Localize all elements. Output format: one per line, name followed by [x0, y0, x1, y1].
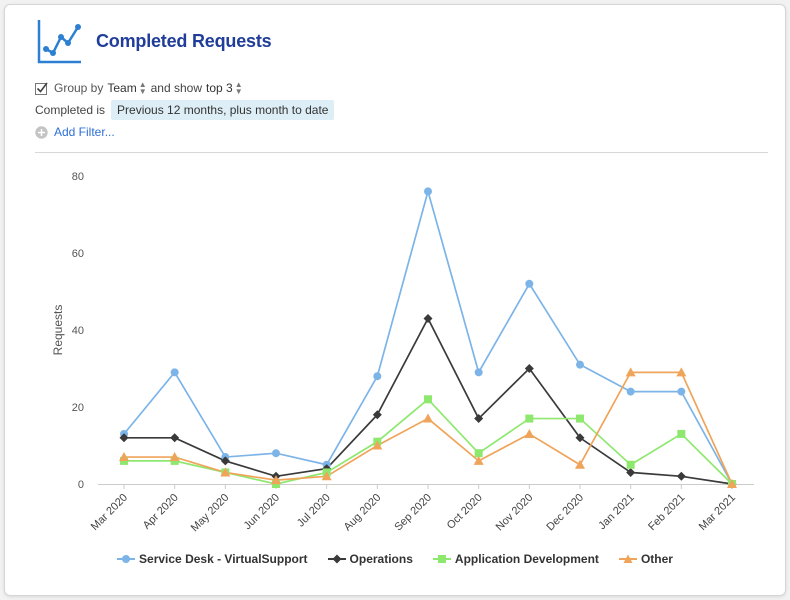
- legend-label: Other: [640, 552, 673, 566]
- data-point: [119, 452, 129, 462]
- checkbox-checked-icon[interactable]: [35, 82, 48, 95]
- data-point: [525, 414, 534, 423]
- data-point: [170, 433, 180, 443]
- legend-label: Application Development: [454, 552, 599, 566]
- data-point: [676, 471, 686, 481]
- group-by-label: Group by: [54, 81, 104, 95]
- line-chart-icon: [37, 20, 81, 64]
- x-tick-label: Aug 2020: [342, 492, 384, 534]
- data-point: [474, 449, 483, 458]
- report-header: Completed Requests: [36, 16, 272, 66]
- data-point: [575, 433, 585, 443]
- data-point: [220, 456, 230, 466]
- top-count-value: top 3: [206, 81, 233, 95]
- report-controls: Group by Team ▲ ▼ and show top 3 ▲ ▼ Compl…: [35, 77, 335, 143]
- legend-marker-icon: [327, 554, 346, 564]
- divider: [35, 152, 768, 153]
- x-tick-label: Sep 2020: [392, 492, 434, 534]
- select-arrows-icon: ▲ ▼: [138, 80, 147, 96]
- data-point: [372, 410, 382, 420]
- series-line: [123, 188, 733, 485]
- data-point: [626, 460, 635, 469]
- x-tick-label: Apr 2020: [141, 492, 181, 532]
- completed-filter-row: Completed is Previous 12 months, plus mo…: [35, 99, 335, 121]
- completed-label: Completed is: [35, 103, 106, 117]
- add-filter-link[interactable]: Add Filter...: [35, 125, 115, 139]
- data-point: [119, 433, 129, 443]
- x-tick-label: Oct 2020: [445, 492, 485, 532]
- y-axis-label: Requests: [51, 305, 65, 356]
- data-point: [626, 387, 635, 396]
- data-point: [576, 360, 584, 369]
- data-point: [676, 367, 687, 377]
- data-point: [524, 428, 535, 438]
- legend-label: Operations: [349, 552, 413, 566]
- x-tick-label: Jun 2020: [242, 492, 282, 532]
- add-filter-label: Add Filter...: [54, 125, 115, 139]
- data-point: [423, 313, 433, 323]
- data-point: [576, 414, 584, 423]
- data-point: [473, 455, 484, 465]
- data-point: [220, 467, 231, 477]
- y-tick-label: 40: [72, 325, 84, 337]
- x-tick-label: Jan 2021: [596, 492, 636, 532]
- x-tick-label: Dec 2020: [544, 492, 586, 534]
- legend-item[interactable]: Operations: [327, 552, 413, 566]
- data-point: [373, 372, 382, 381]
- data-point: [524, 364, 534, 373]
- legend-marker-icon: [618, 554, 637, 563]
- group-by-value: Team: [107, 81, 137, 95]
- data-point: [424, 395, 432, 404]
- data-point: [626, 467, 636, 477]
- series-line: [124, 371, 733, 485]
- x-tick-label: Mar 2020: [89, 492, 130, 533]
- data-point: [271, 475, 281, 485]
- legend-marker-icon: [117, 555, 136, 563]
- legend-item[interactable]: Service Desk - VirtualSupport: [117, 552, 308, 566]
- data-point: [169, 452, 180, 462]
- data-point: [575, 459, 585, 469]
- data-point: [727, 479, 737, 488]
- select-arrows-icon: ▲ ▼: [234, 80, 243, 96]
- legend-marker-icon: [432, 555, 451, 563]
- completed-filter-pill[interactable]: Previous 12 months, plus month to date: [111, 100, 335, 120]
- x-tick-label: Feb 2021: [646, 492, 687, 533]
- data-point: [424, 187, 432, 196]
- data-point: [170, 368, 179, 377]
- x-tick-label: Nov 2020: [494, 492, 536, 534]
- data-point: [625, 367, 636, 377]
- y-tick-label: 0: [78, 479, 84, 491]
- chart-legend: Service Desk - VirtualSupport Operations A…: [0, 552, 790, 566]
- x-tick-label: May 2020: [189, 492, 232, 535]
- data-point: [272, 449, 280, 458]
- data-point: [321, 471, 332, 481]
- add-filter-row: Add Filter...: [35, 121, 334, 143]
- top-count-select[interactable]: top 3 ▲ ▼: [206, 80, 243, 96]
- data-point: [677, 429, 686, 438]
- data-point: [474, 368, 483, 377]
- legend-item[interactable]: Application Development: [432, 552, 599, 566]
- group-by-select[interactable]: Team ▲ ▼: [107, 80, 147, 96]
- x-tick-label: Mar 2021: [697, 492, 738, 533]
- data-point: [474, 414, 484, 424]
- data-point: [525, 279, 534, 288]
- group-by-row: Group by Team ▲ ▼ and show top 3 ▲ ▼: [35, 77, 334, 99]
- page-title: Completed Requests: [96, 30, 272, 51]
- legend-item[interactable]: Other: [618, 552, 673, 566]
- plus-circle-icon: [35, 125, 48, 139]
- data-point: [372, 440, 383, 450]
- data-point: [677, 387, 686, 396]
- legend-label: Service Desk - VirtualSupport: [139, 552, 308, 566]
- y-tick-label: 80: [72, 171, 84, 183]
- and-show-label: and show: [150, 81, 202, 95]
- data-point: [423, 413, 433, 423]
- x-tick-label: Jul 2020: [295, 492, 333, 530]
- y-tick-label: 60: [72, 248, 84, 260]
- y-tick-label: 20: [72, 402, 84, 414]
